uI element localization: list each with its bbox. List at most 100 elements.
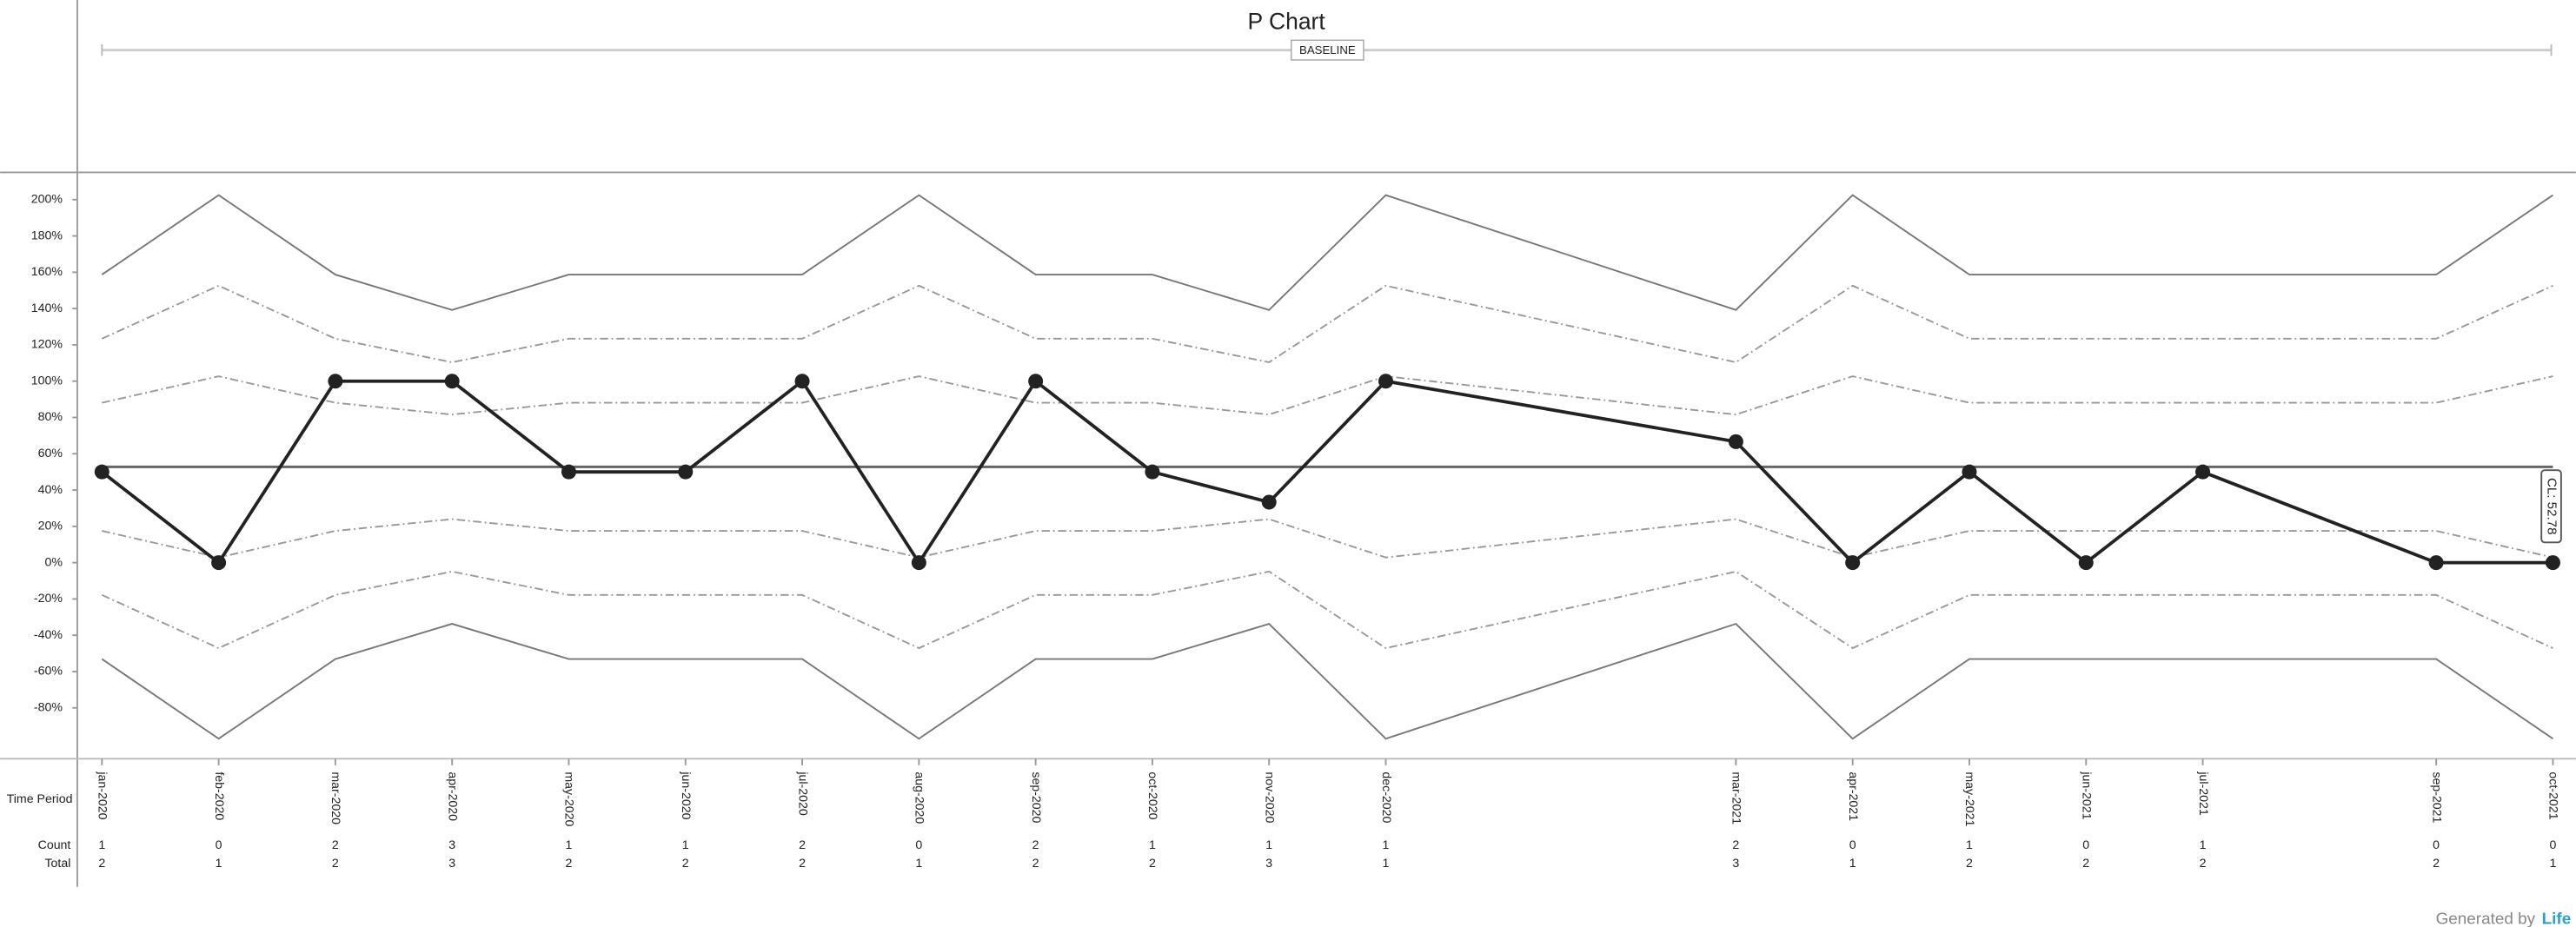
count: 2: [332, 838, 339, 852]
total: 1: [915, 857, 922, 871]
data-point: [1962, 464, 1977, 480]
y-tick-label: 60%: [38, 447, 63, 460]
y-tick-label: 200%: [31, 193, 63, 207]
x-tick-label: jun-2020: [679, 771, 693, 819]
center-label-box: [2540, 469, 2562, 544]
total: 3: [1265, 857, 1272, 871]
data-point: [1845, 555, 1861, 571]
total: 2: [2200, 857, 2207, 871]
x-tick-label: sep-2021: [2429, 771, 2443, 823]
data-point: [794, 374, 810, 389]
x-tick-label: may-2020: [562, 771, 576, 826]
data-point: [211, 555, 227, 571]
baseline-button-label[interactable]: BASELINE: [1299, 43, 1356, 56]
count: 1: [1149, 838, 1156, 852]
data-point: [1145, 464, 1160, 480]
x-tick-label: oct-2020: [1145, 771, 1159, 819]
count: 1: [2200, 838, 2207, 852]
limit-line: [101, 194, 2553, 311]
count: 1: [566, 838, 573, 852]
y-tick-label: -20%: [34, 592, 63, 606]
count: 1: [1383, 838, 1390, 852]
y-tick-label: 40%: [38, 483, 63, 497]
x-tick-label: nov-2020: [1262, 771, 1276, 823]
x-tick-label: may-2021: [1962, 771, 1976, 826]
data-point: [1261, 494, 1277, 510]
count: 2: [799, 838, 806, 852]
limit-line: [102, 375, 2553, 416]
x-tick-label: jul-2020: [795, 771, 809, 815]
x-tick-label: apr-2020: [445, 771, 459, 821]
total: 2: [2433, 857, 2440, 871]
count: 0: [915, 838, 922, 852]
data-point: [444, 374, 460, 389]
count: 0: [1849, 838, 1856, 852]
data-point: [2195, 464, 2211, 480]
y-tick-label: 100%: [31, 374, 63, 387]
x-tick-label: sep-2020: [1029, 771, 1043, 823]
count: 1: [682, 838, 689, 852]
count: 2: [1032, 838, 1039, 852]
data-point: [561, 464, 576, 480]
count: 1: [98, 838, 105, 852]
x-tick-label: mar-2021: [1730, 771, 1743, 824]
limit-line: [101, 622, 2553, 740]
data-point: [1378, 374, 1394, 389]
baseline-button[interactable]: [1291, 39, 1364, 61]
total: 2: [332, 857, 339, 871]
center-label-group: CL: 52.78: [2540, 469, 2562, 544]
data-point: [911, 555, 926, 571]
x-tick-label: apr-2021: [1846, 771, 1860, 821]
count: 2: [1732, 838, 1739, 852]
total: 3: [448, 857, 455, 871]
footer-text: Generated by: [2436, 910, 2536, 927]
center-label: CL: 52.78: [2545, 478, 2559, 535]
limit-line: [101, 284, 2553, 364]
y-tick-label: 80%: [38, 410, 63, 424]
x-tick-label: feb-2020: [212, 771, 226, 820]
x-tick-label: jul-2021: [2196, 771, 2210, 815]
count: 0: [216, 838, 222, 852]
data-point: [328, 374, 343, 389]
limit-line: [102, 518, 2553, 559]
footer: Generated by Life: [2436, 910, 2572, 927]
count: 1: [1265, 838, 1272, 852]
total: 2: [1032, 857, 1039, 871]
count: 1: [1966, 838, 1973, 852]
y-tick-label: 180%: [31, 228, 63, 242]
limit-line: [101, 570, 2553, 650]
y-tick-label: -40%: [34, 628, 63, 642]
y-tick-label: 20%: [38, 520, 63, 533]
y-tick-label: 140%: [31, 301, 63, 315]
x-axis-label: Time Period: [7, 792, 73, 806]
brand: Life: [2542, 910, 2572, 927]
data-point: [94, 464, 110, 480]
data-point: [2428, 555, 2444, 571]
x-tick-label: dec-2020: [1379, 771, 1393, 823]
data-point: [1028, 374, 1044, 389]
total: 2: [1149, 857, 1156, 871]
x-tick-label: jan-2020: [96, 771, 110, 819]
total: 2: [1966, 857, 1973, 871]
data-line: [101, 378, 2553, 566]
total: 2: [799, 857, 806, 871]
y-tick-label: 120%: [31, 338, 63, 352]
y-tick-label: 0%: [44, 555, 63, 569]
data-point: [2545, 555, 2560, 571]
count: 3: [448, 838, 455, 852]
y-tick-label: -60%: [34, 665, 63, 679]
total: 2: [682, 857, 689, 871]
total: 2: [566, 857, 573, 871]
total: 1: [1849, 857, 1856, 871]
data-point: [2078, 555, 2094, 571]
count: 0: [2082, 838, 2089, 852]
total: 1: [2549, 857, 2556, 871]
x-tick-label: aug-2020: [913, 771, 926, 824]
x-tick-label: mar-2020: [329, 771, 342, 824]
count: 0: [2549, 838, 2556, 852]
count-label: Count: [38, 838, 71, 852]
x-tick-label: jun-2021: [2080, 771, 2094, 819]
data-point: [1728, 434, 1743, 449]
